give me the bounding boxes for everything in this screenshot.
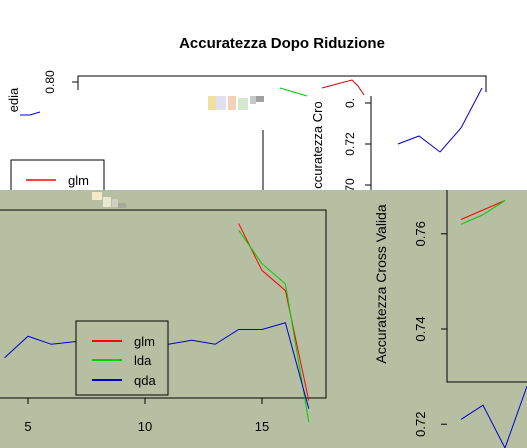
right-ytick-label: 0.72: [413, 412, 428, 437]
ylabel-fragment: edia: [6, 87, 21, 112]
right-series-group: [460, 200, 527, 448]
top-frame: [77, 75, 487, 92]
ytick-right-a: 0.: [343, 98, 357, 108]
legend-box-main: [75, 320, 169, 396]
ytick-right-b: 0.72: [343, 132, 357, 156]
main-plot-frame: [0, 209, 327, 399]
top-series-qda: [20, 111, 41, 116]
ytick-right-c: 70: [343, 178, 357, 192]
legend-label-lda: lda: [134, 353, 152, 368]
legend-label-glm-top: glm: [68, 173, 89, 188]
right-series-glm: [460, 200, 506, 220]
main-xticks-group: 5 10 15: [24, 398, 269, 434]
render-artifact-2: [92, 192, 126, 208]
right-ytick-label: 0.74: [413, 316, 428, 341]
top-green-segment: [279, 87, 308, 97]
right-ylabel: Accuratezza Cross Valida: [373, 204, 389, 363]
right-yticks-group: 0.760.740.720.70: [413, 221, 447, 437]
overlay-background: [0, 190, 527, 448]
main-xtick-label: 15: [255, 419, 269, 434]
chart-title: Accuratezza Dopo Riduzione: [179, 35, 385, 52]
main-series-lda: [238, 229, 310, 423]
right-series-qda: [460, 385, 527, 448]
ytick-label-top: 0.80: [43, 70, 57, 94]
legend-label-qda: qda: [134, 373, 156, 388]
right-ytick-label: 0.76: [413, 221, 428, 246]
legend-label-glm: glm: [134, 334, 155, 349]
top-right-series-qda: [397, 87, 483, 153]
main-xtick-label: 10: [138, 419, 152, 434]
main-xtick-label: 5: [24, 419, 31, 434]
render-artifact-1: [208, 96, 264, 110]
right-series-lda: [460, 200, 506, 225]
right-plot-frame: [446, 190, 527, 383]
top-red-segment: [321, 79, 365, 96]
ylabel-fragment-right: ccuratezza Cro: [310, 101, 325, 188]
